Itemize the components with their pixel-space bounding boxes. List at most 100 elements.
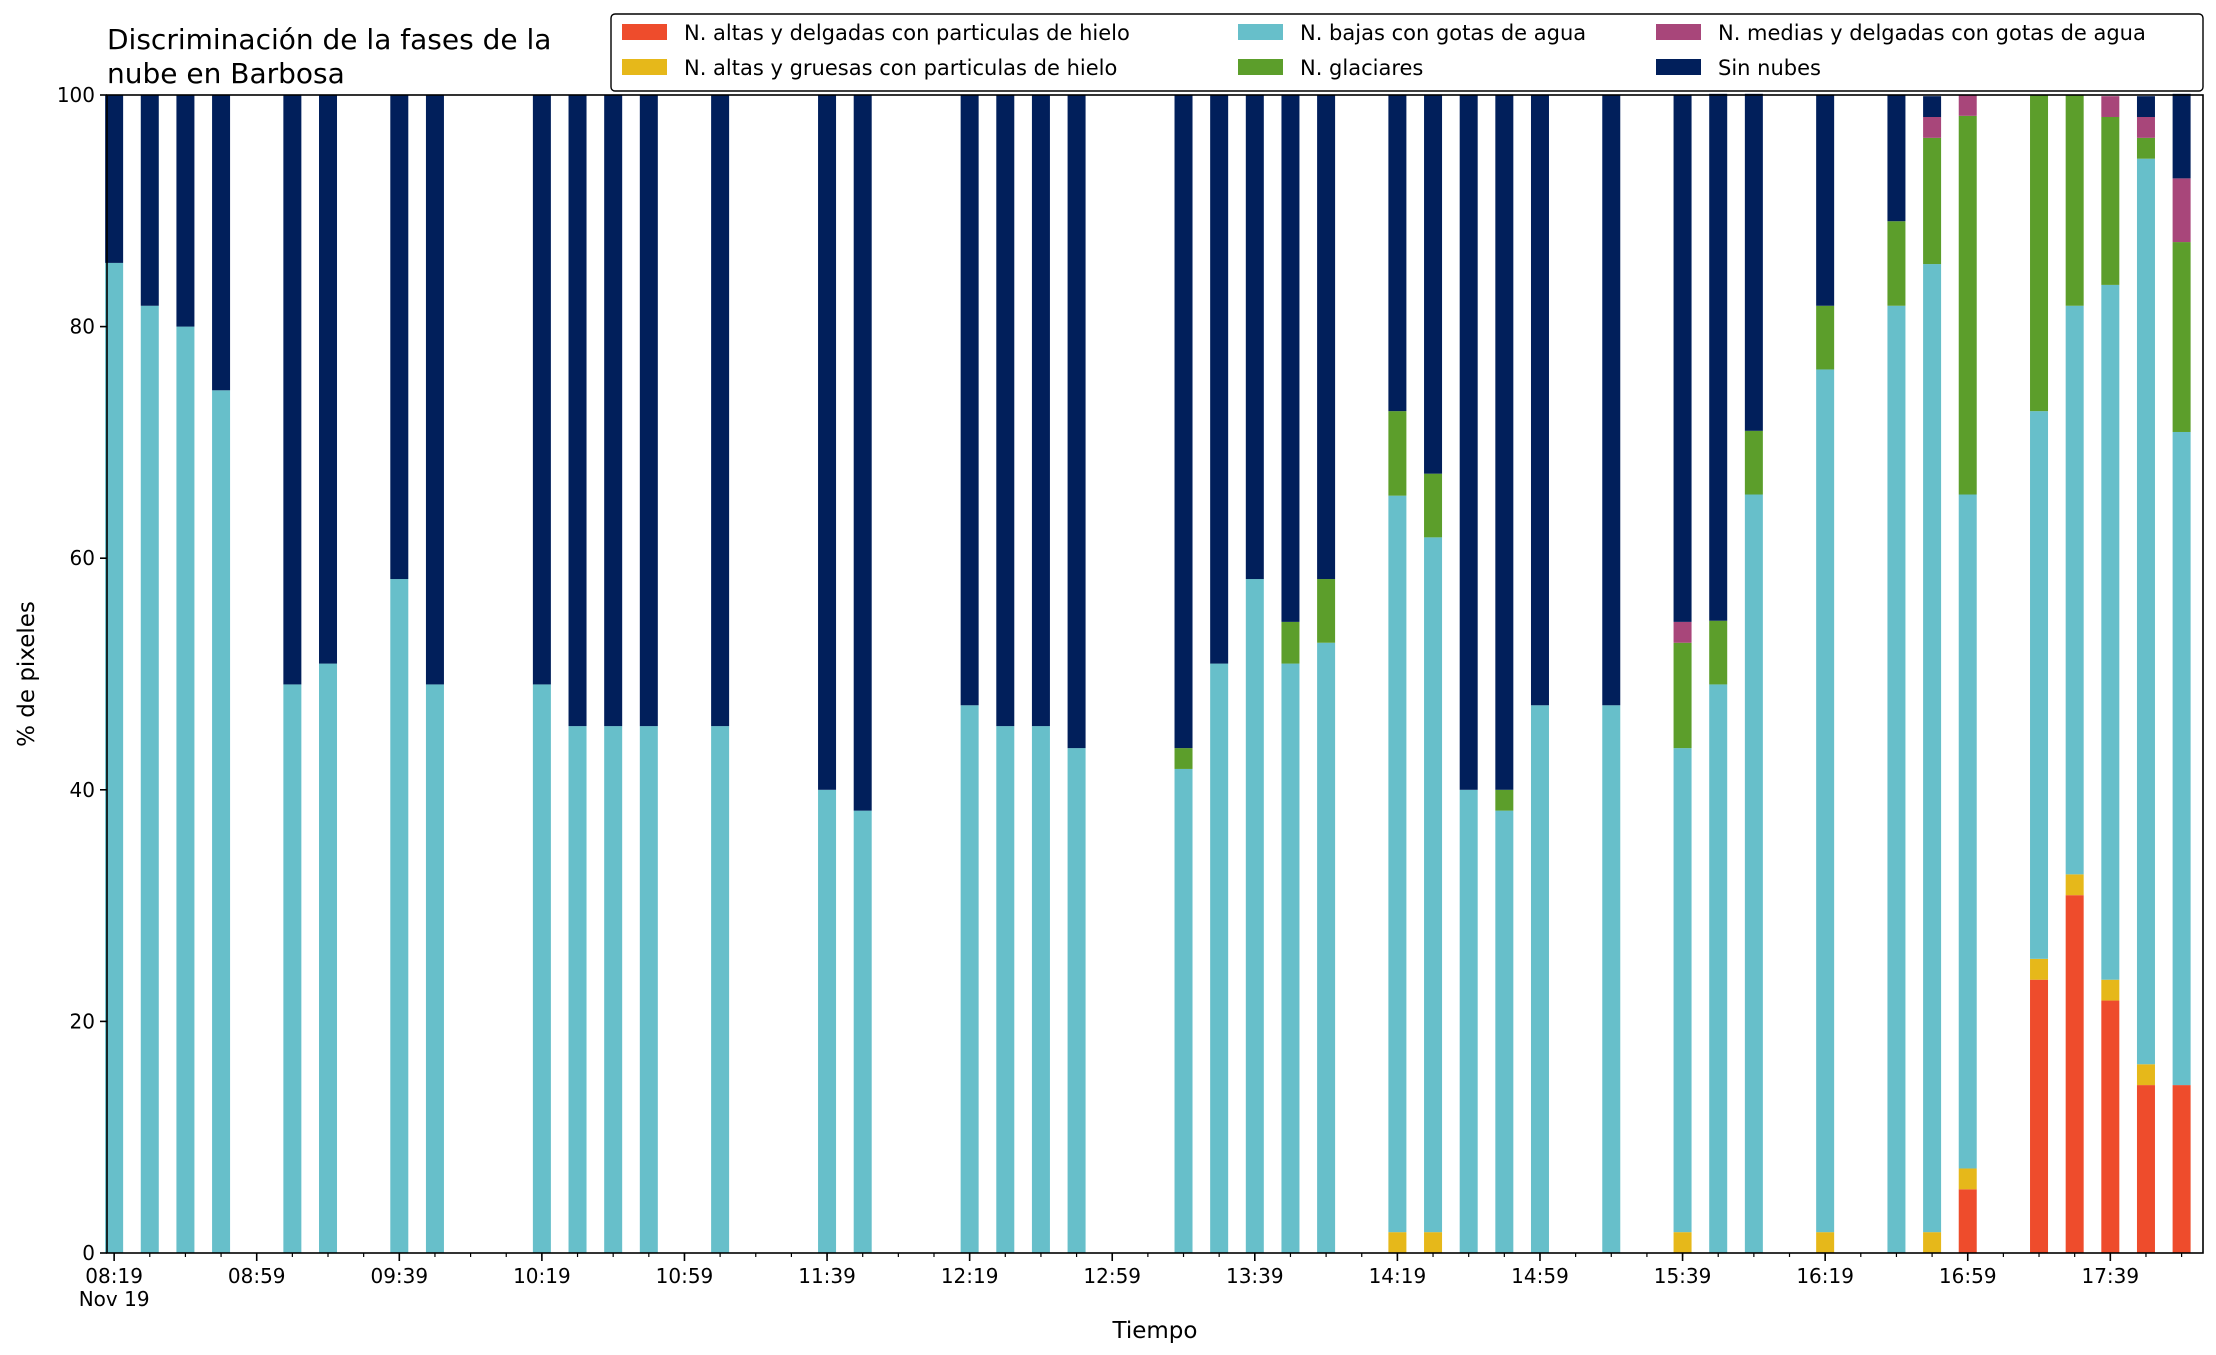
y-tick-label: 60 [70, 546, 95, 570]
bar-segment-sin-nubes [390, 95, 409, 580]
x-tick-label: 15:39 [1654, 1264, 1712, 1288]
bar-segment-n-bajas-con-gotas-de-agua [1530, 705, 1549, 1253]
bar-segment-n-bajas-con-gotas-de-agua [1923, 264, 1942, 1233]
x-tick-label: 09:39 [370, 1264, 428, 1288]
bar-segment-sin-nubes [1281, 95, 1300, 622]
bar-segment-sin-nubes [1031, 95, 1050, 727]
bar-segment-n-altas-y-gruesas-con-particulas-de-hielo [2030, 958, 2049, 980]
y-tick-label: 0 [82, 1241, 95, 1265]
bar-segment-n-bajas-con-gotas-de-agua [604, 726, 623, 1253]
x-tick-label: 10:59 [656, 1264, 714, 1288]
y-axis-label: % de pixeles [14, 601, 40, 747]
bar-segment-sin-nubes [1530, 95, 1549, 706]
bar-segment-n-bajas-con-gotas-de-agua [532, 684, 551, 1253]
bar-segment-n-medias-y-delgadas-con-gotas-de-agua [1958, 95, 1977, 116]
bar-segment-n-medias-y-delgadas-con-gotas-de-agua [1673, 621, 1692, 643]
bar-segment-n-bajas-con-gotas-de-agua [105, 262, 124, 1253]
bar-segment-n-bajas-con-gotas-de-agua [1174, 768, 1193, 1253]
legend-label-n-glaciares: N. glaciares [1300, 56, 1423, 80]
x-tick-label: 08:59 [228, 1264, 286, 1288]
bar-segment-sin-nubes [2136, 96, 2155, 117]
chart-title: Discriminación de la fases de la nube en… [107, 23, 551, 90]
x-tick-label: 13:39 [1226, 1264, 1284, 1288]
bar-segment-sin-nubes [105, 95, 124, 263]
legend-swatch-n-glaciares [1238, 59, 1283, 75]
x-tick-label: 16:59 [1939, 1264, 1997, 1288]
bar-segment-n-bajas-con-gotas-de-agua [568, 726, 587, 1253]
bar-segment-n-bajas-con-gotas-de-agua [1317, 642, 1336, 1253]
x-tick-label: 14:19 [1369, 1264, 1427, 1288]
chart-title-line-2: nube en Barbosa [107, 57, 345, 90]
bar-segment-sin-nubes [711, 95, 730, 727]
bar-segment-n-altas-y-delgadas-con-particulas-de-hielo [2030, 979, 2049, 1253]
bar-segment-n-altas-y-gruesas-con-particulas-de-hielo [1958, 1168, 1977, 1190]
bar-segment-n-altas-y-delgadas-con-particulas-de-hielo [2136, 1085, 2155, 1253]
y-tick-label: 40 [70, 778, 95, 802]
bar-segment-sin-nubes [1174, 95, 1193, 749]
bar-segment-n-glaciares [1744, 430, 1763, 495]
bar-segment-n-glaciares [2030, 95, 2049, 412]
bar-segment-sin-nubes [1459, 95, 1478, 790]
bar-segment-sin-nubes [1816, 95, 1835, 306]
bar-segment-n-glaciares [1816, 305, 1835, 370]
chart-title-line-1: Discriminación de la fases de la [107, 23, 551, 56]
bar-segment-n-bajas-con-gotas-de-agua [1031, 726, 1050, 1253]
bar-segment-n-bajas-con-gotas-de-agua [1602, 705, 1621, 1253]
x-tick-label: 16:19 [1796, 1264, 1854, 1288]
bar-segment-sin-nubes [996, 95, 1015, 727]
bar-segment-n-bajas-con-gotas-de-agua [319, 663, 338, 1253]
legend: N. altas y delgadas con particulas de hi… [610, 13, 2204, 92]
x-axis-label: Tiempo [1112, 1318, 1198, 1344]
bar-segment-n-altas-y-gruesas-con-particulas-de-hielo [1923, 1232, 1942, 1253]
legend-label-n-bajas-con-gotas-de-agua: N. bajas con gotas de agua [1300, 21, 1586, 45]
bar-segment-n-altas-y-gruesas-con-particulas-de-hielo [1424, 1232, 1443, 1253]
bar-segment-n-bajas-con-gotas-de-agua [2030, 411, 2049, 959]
bars-layer [105, 93, 2191, 1254]
bar-segment-sin-nubes [1673, 95, 1692, 622]
bar-segment-sin-nubes [1744, 93, 1763, 431]
bar-segment-sin-nubes [960, 95, 979, 706]
bar-segment-n-altas-y-delgadas-con-particulas-de-hielo [2172, 1085, 2191, 1253]
legend-box [610, 13, 2204, 92]
bar-segment-n-altas-y-gruesas-con-particulas-de-hielo [2136, 1064, 2155, 1086]
bar-segment-sin-nubes [212, 95, 231, 391]
bar-segment-n-glaciares [1709, 620, 1728, 685]
bar-segment-n-bajas-con-gotas-de-agua [996, 726, 1015, 1253]
bar-segment-sin-nubes [853, 95, 872, 811]
bar-segment-n-bajas-con-gotas-de-agua [1958, 494, 1977, 1169]
bar-segment-sin-nubes [176, 95, 195, 327]
x-tick-label: 08:19 [85, 1264, 143, 1288]
plot-frame [106, 94, 2204, 1254]
bar-segment-n-bajas-con-gotas-de-agua [639, 726, 658, 1253]
bar-segment-n-altas-y-gruesas-con-particulas-de-hielo [2101, 979, 2120, 1001]
y-axis: 0 20 40 60 80 100 [57, 83, 107, 1265]
bar-segment-n-bajas-con-gotas-de-agua [711, 726, 730, 1253]
bar-segment-n-medias-y-delgadas-con-gotas-de-agua [2136, 117, 2155, 138]
legend-label-n-altas-y-gruesas-con-particulas-de-hielo: N. altas y gruesas con particulas de hie… [684, 56, 1117, 80]
legend-swatch-n-medias-y-delgadas-con-gotas-de-agua [1656, 24, 1701, 40]
bar-segment-sin-nubes [1210, 95, 1229, 664]
bar-segment-n-glaciares [2136, 137, 2155, 159]
bar-segment-n-bajas-con-gotas-de-agua [425, 684, 444, 1253]
bar-segment-sin-nubes [818, 95, 837, 790]
x-tick-label: 11:39 [798, 1264, 856, 1288]
bar-segment-sin-nubes [1424, 95, 1443, 474]
bar-segment-n-glaciares [1958, 115, 1977, 495]
bar-segment-n-bajas-con-gotas-de-agua [1887, 305, 1906, 1253]
bar-segment-sin-nubes [1887, 95, 1906, 222]
legend-swatch-n-altas-y-gruesas-con-particulas-de-hielo [622, 59, 667, 75]
bar-segment-sin-nubes [140, 95, 159, 306]
y-tick-label: 20 [70, 1009, 95, 1033]
x-tick-label: 12:59 [1083, 1264, 1141, 1288]
bar-segment-n-bajas-con-gotas-de-agua [1210, 663, 1229, 1253]
bar-segment-sin-nubes [1245, 95, 1264, 580]
bar-segment-n-bajas-con-gotas-de-agua [1281, 663, 1300, 1253]
bar-segment-n-bajas-con-gotas-de-agua [818, 789, 837, 1253]
bar-segment-sin-nubes [1067, 95, 1086, 749]
bar-segment-n-glaciares [1673, 642, 1692, 749]
bar-segment-n-bajas-con-gotas-de-agua [390, 579, 409, 1253]
legend-swatch-sin-nubes [1656, 59, 1701, 75]
bar-segment-n-bajas-con-gotas-de-agua [1459, 789, 1478, 1253]
